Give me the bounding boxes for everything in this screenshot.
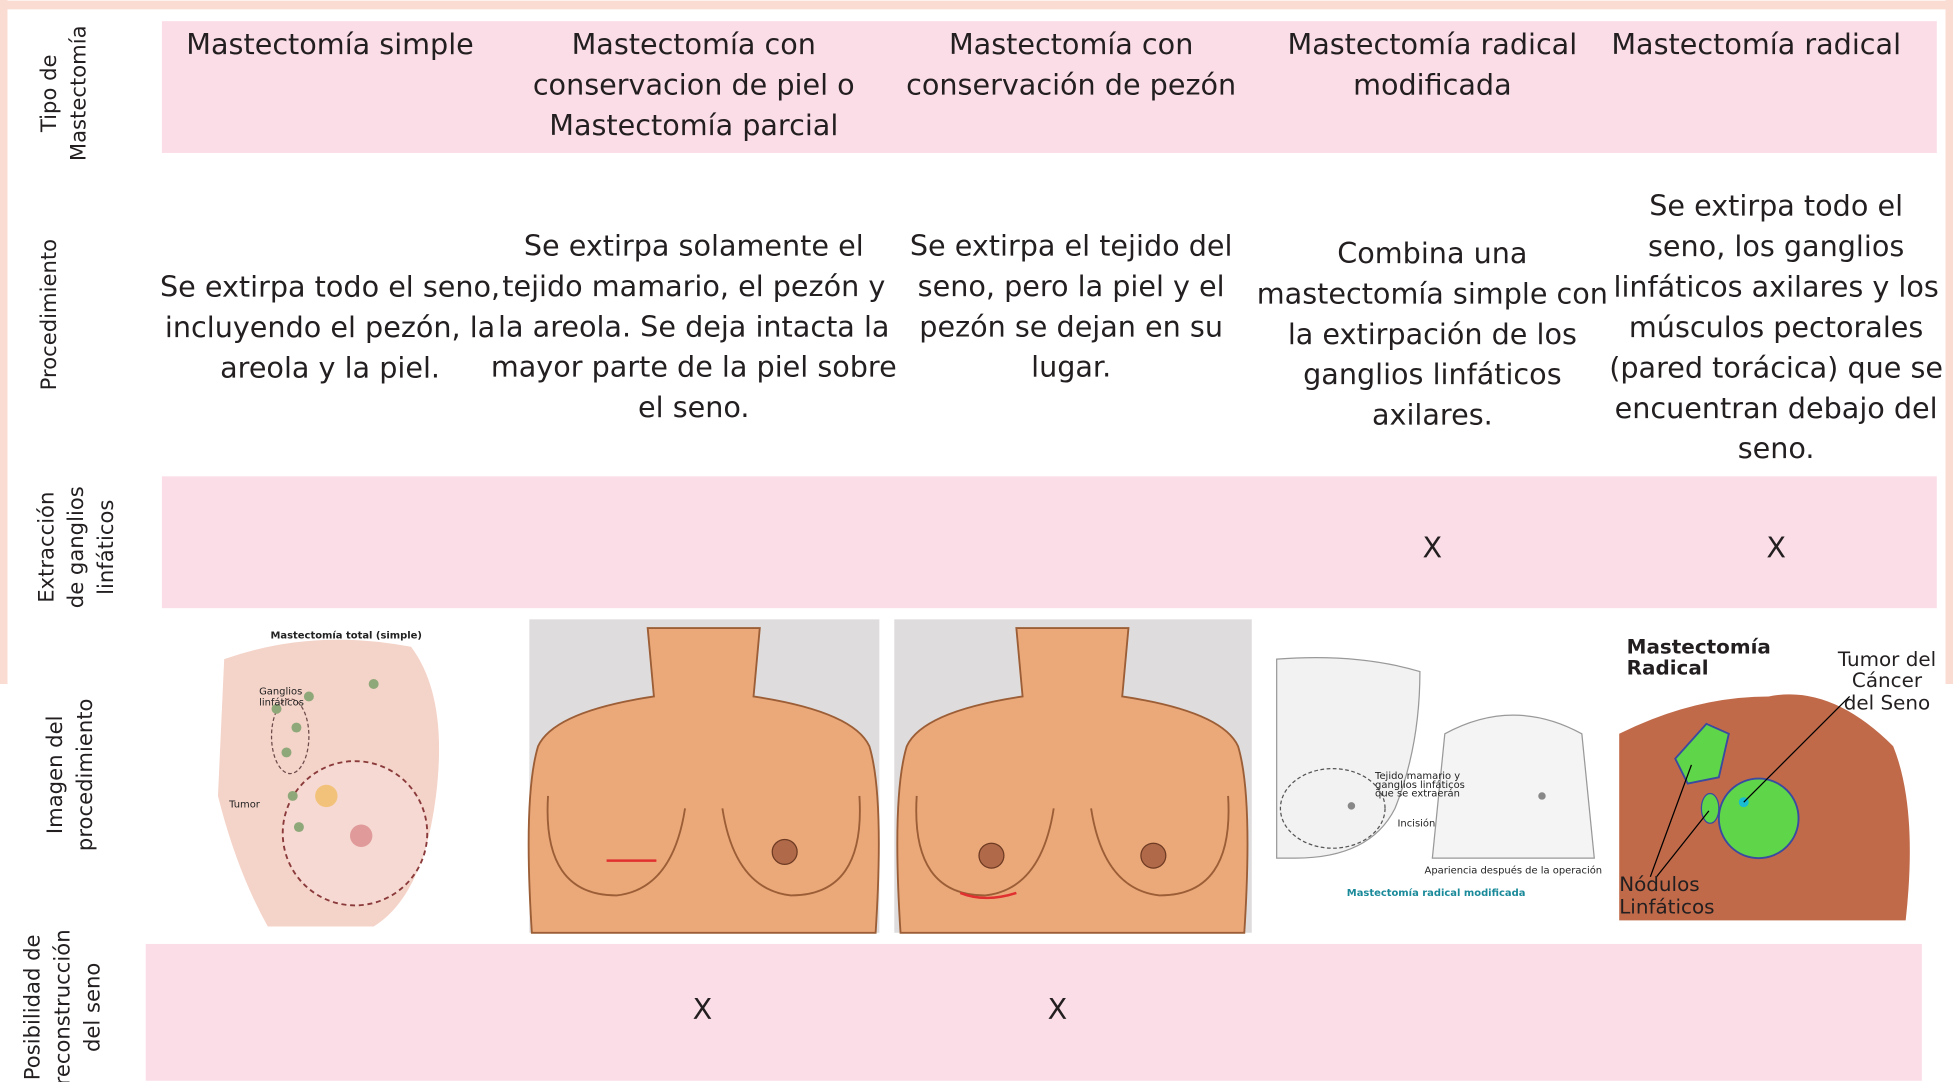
row-label: reconstrucción	[50, 929, 75, 1082]
procedure-text: seno, los ganglios	[1648, 229, 1904, 263]
procedure-text: mayor parte de la piel sobre	[491, 350, 897, 384]
column-header: Mastectomía radical	[1288, 27, 1578, 61]
row-label: Extracción	[33, 492, 58, 603]
image-label: Apariencia después de la operación	[1425, 865, 1603, 877]
row-label: Imagen del	[42, 716, 67, 835]
image-label: Radical	[1627, 657, 1709, 680]
image-label: que se extraerán	[1375, 787, 1460, 799]
procedure-text: seno.	[1738, 431, 1815, 465]
procedure-text: Se extirpa todo el seno,	[160, 270, 500, 304]
lymph-mark: X	[1766, 531, 1786, 565]
reconstruction-band	[145, 943, 1922, 1081]
procedure-text: seno, pero la piel y el	[918, 269, 1225, 303]
procedure-text: músculos pectorales	[1629, 310, 1923, 344]
image-label: ganglios linfáticos	[1375, 779, 1465, 791]
row-label: Procedimiento	[36, 239, 61, 390]
image-label: Mastectomía	[1627, 635, 1771, 658]
row-label: Posibilidad de	[20, 935, 45, 1081]
column-header: Mastectomía con	[572, 27, 816, 61]
column-header: conservacion de piel o	[533, 67, 855, 101]
procedure-text: lugar.	[1031, 350, 1111, 384]
column-header: Mastectomía simple	[186, 27, 473, 61]
procedure-text: linfáticos axilares y los	[1613, 270, 1938, 304]
procedure-text: Se extirpa el tejido del	[910, 229, 1233, 263]
image-modified-radical: Tejido mamario y ganglios linfáticos que…	[1276, 656, 1603, 899]
procedure-text: tejido mamario, el pezón y	[502, 269, 885, 303]
procedure-text: ganglios linfáticos	[1303, 357, 1562, 391]
procedure-text: pezón se dejan en su	[919, 309, 1223, 343]
image-label: Mastectomía total (simple)	[271, 630, 422, 642]
column-header: modificada	[1353, 67, 1512, 101]
procedure-text: encuentran debajo del	[1615, 391, 1938, 425]
procedure-text: la areola. Se deja intacta la	[498, 309, 889, 343]
procedure-text: (pared torácica) que se	[1609, 350, 1943, 384]
image-label: Nódulos	[1619, 873, 1699, 896]
row-label: procedimiento	[72, 699, 97, 851]
procedure-text: axilares.	[1372, 398, 1493, 432]
column-header: Mastectomía radical	[1611, 27, 1901, 61]
procedure-text: incluyendo el pezón, la	[165, 310, 495, 344]
image-skin-sparing	[527, 619, 880, 934]
row-label: linfáticos	[93, 500, 118, 595]
image-label: Tumor	[228, 800, 261, 811]
image-label: Cáncer	[1852, 669, 1923, 692]
image-label: Linfáticos	[1619, 895, 1714, 918]
procedure-text: la extirpación de los	[1288, 317, 1577, 351]
image-label: Tumor del	[1837, 648, 1936, 671]
row-label: Mastectomía	[66, 25, 91, 161]
procedure-text: Combina una	[1337, 236, 1527, 270]
procedure-text: Se extirpa todo el	[1649, 189, 1903, 223]
column-header: conservación de pezón	[906, 67, 1236, 101]
reconstruction-mark: X	[693, 992, 713, 1026]
row-label: Tipo de	[36, 54, 61, 133]
column-header: Mastectomía parcial	[549, 108, 838, 142]
image-label: Tejido mamario y	[1374, 771, 1460, 782]
image-label: Ganglios	[259, 686, 302, 697]
image-label: Mastectomía radical modificada	[1347, 887, 1526, 899]
procedure-text: mastectomía simple con	[1257, 276, 1608, 310]
lymph-mark: X	[1423, 531, 1443, 565]
image-label: linfáticos	[259, 697, 304, 709]
header-band	[161, 21, 1937, 153]
row-label: de ganglios	[63, 486, 88, 608]
column-header: Mastectomía con	[949, 27, 1193, 61]
lymph-band	[161, 476, 1937, 609]
procedure-text: el seno.	[638, 390, 749, 424]
image-nipple-sparing	[894, 619, 1252, 934]
row-label: del seno	[79, 963, 104, 1052]
image-radical: Mastectomía Radical Tumor del Cáncer del…	[1619, 634, 1937, 921]
image-label: Incisión	[1397, 817, 1435, 829]
procedure-text: areola y la piel.	[220, 350, 440, 384]
image-simple-mastectomy: Mastectomía total (simple) Ganglios linf…	[205, 621, 461, 933]
reconstruction-mark: X	[1048, 992, 1068, 1026]
procedure-text: Se extirpa solamente el	[524, 229, 864, 263]
image-label: del Seno	[1844, 691, 1930, 714]
